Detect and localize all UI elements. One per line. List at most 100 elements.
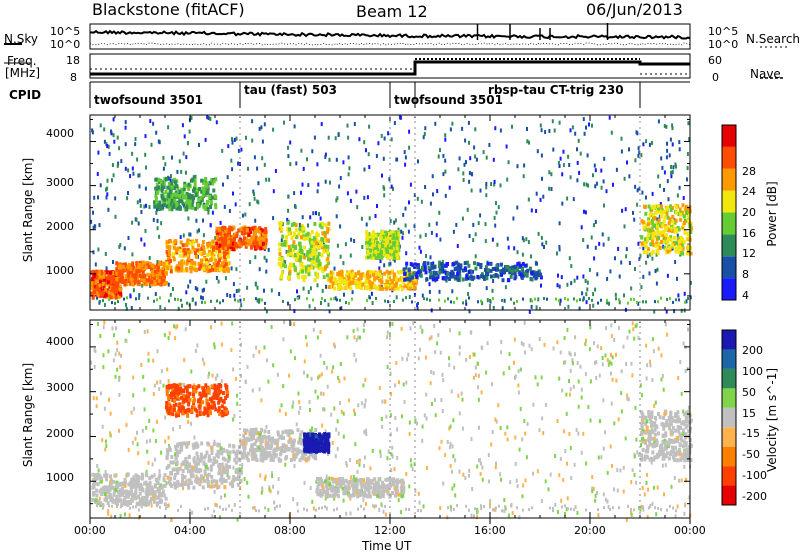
power-echo	[178, 261, 182, 266]
power-echo	[553, 128, 556, 133]
power-echo	[254, 282, 257, 287]
power-echo	[380, 280, 384, 285]
power-echo	[171, 192, 175, 197]
power-echo	[179, 235, 182, 240]
power-echo	[372, 242, 375, 247]
velocity-echo	[241, 462, 244, 467]
velocity-echo	[119, 514, 122, 518]
power-echo	[346, 191, 349, 196]
power-echo	[104, 252, 107, 256]
velocity-echo	[631, 373, 634, 378]
power-echo	[92, 250, 95, 255]
power-echo	[295, 161, 298, 166]
power-echo	[393, 220, 396, 225]
velocity-echo	[454, 493, 457, 498]
power-echo	[653, 231, 657, 236]
velocity-echo	[181, 469, 185, 473]
power-echo	[645, 223, 649, 228]
power-echo	[277, 256, 281, 261]
velocity-echo	[474, 373, 477, 378]
power-echo	[455, 276, 459, 281]
power-echo	[666, 141, 668, 146]
velocity-echo	[277, 490, 280, 495]
power-echo	[594, 184, 597, 189]
power-echo	[349, 253, 352, 258]
velocity-echo	[360, 401, 363, 406]
power-echo	[261, 298, 263, 302]
velocity-echo	[470, 513, 473, 518]
power-echo	[279, 264, 283, 269]
velocity-echo	[138, 502, 142, 507]
power-echo	[315, 211, 317, 216]
power-echo	[329, 270, 333, 275]
power-echo	[294, 205, 297, 209]
power-echo	[474, 127, 477, 132]
power-echo	[662, 219, 666, 224]
power-echo	[179, 248, 183, 253]
power-echo	[180, 266, 184, 271]
power-echo	[621, 208, 624, 213]
power-echo	[94, 280, 98, 285]
power-echo	[566, 196, 569, 201]
power-echo	[114, 301, 116, 305]
velocity-echo	[396, 427, 399, 432]
velocity-echo	[123, 480, 127, 485]
power-echo	[115, 289, 118, 294]
power-echo	[507, 160, 510, 165]
power-echo	[511, 265, 515, 270]
velocity-echo	[246, 480, 249, 485]
power-echo	[417, 159, 419, 164]
velocity-echo	[258, 349, 261, 354]
power-echo	[677, 212, 681, 217]
power-echo	[280, 238, 283, 243]
power-echo	[300, 261, 304, 266]
power-echo	[371, 301, 374, 305]
power-echo	[217, 227, 221, 232]
power-echo	[444, 299, 446, 303]
power-echo	[484, 265, 488, 270]
velocity-echo	[683, 412, 686, 417]
power-echo	[489, 261, 493, 266]
power-echo	[262, 239, 266, 244]
velocity-echo	[428, 336, 431, 341]
velocity-echo	[148, 483, 152, 488]
power-echo	[584, 278, 587, 283]
velocity-echo	[137, 476, 141, 481]
power-echo	[94, 262, 97, 267]
velocity-echo	[308, 399, 311, 404]
power-echo	[300, 235, 303, 240]
velocity-echo	[173, 324, 176, 329]
power-echo	[321, 238, 325, 243]
power-echo	[673, 235, 676, 240]
power-echo	[245, 228, 249, 233]
power-echo	[116, 135, 119, 140]
power-echo	[366, 251, 370, 256]
power-echo	[386, 249, 390, 254]
power-echo	[535, 191, 538, 196]
velocity-echo	[206, 483, 210, 488]
velocity-echo	[386, 456, 389, 461]
power-echo	[322, 249, 326, 254]
power-echo	[137, 173, 140, 178]
power-echo	[231, 234, 235, 239]
power-echo	[583, 131, 586, 136]
velocity-echo	[93, 473, 97, 478]
velocity-echo	[228, 443, 232, 448]
power-echo	[395, 246, 399, 251]
power-echo	[184, 247, 188, 252]
power-echo	[390, 249, 394, 253]
power-echo	[218, 243, 222, 248]
power-echo	[523, 163, 526, 168]
power-echo	[500, 269, 504, 274]
velocity-echo	[449, 504, 452, 509]
power-echo	[504, 285, 507, 290]
power-echo	[578, 306, 581, 311]
power-echo	[467, 263, 471, 268]
velocity-echo	[197, 461, 201, 466]
velocity-echo	[115, 494, 119, 499]
power-echo	[234, 202, 237, 207]
power-echo	[376, 256, 380, 260]
power-echo	[202, 233, 205, 238]
velocity-echo	[559, 456, 562, 461]
power-echo	[173, 177, 177, 182]
